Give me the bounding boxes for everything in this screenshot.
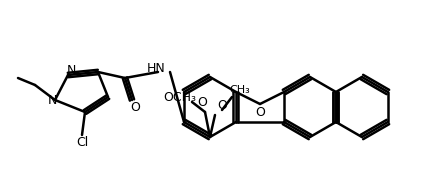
Text: OCH₃: OCH₃: [163, 91, 196, 104]
Text: CH₃: CH₃: [230, 85, 250, 95]
Text: O: O: [255, 105, 265, 118]
Text: Cl: Cl: [76, 137, 88, 150]
Text: HN: HN: [147, 62, 165, 74]
Text: O: O: [217, 99, 227, 112]
Text: O: O: [130, 100, 140, 113]
Text: N: N: [48, 94, 56, 107]
Text: N: N: [66, 63, 76, 77]
Text: O: O: [197, 96, 207, 108]
